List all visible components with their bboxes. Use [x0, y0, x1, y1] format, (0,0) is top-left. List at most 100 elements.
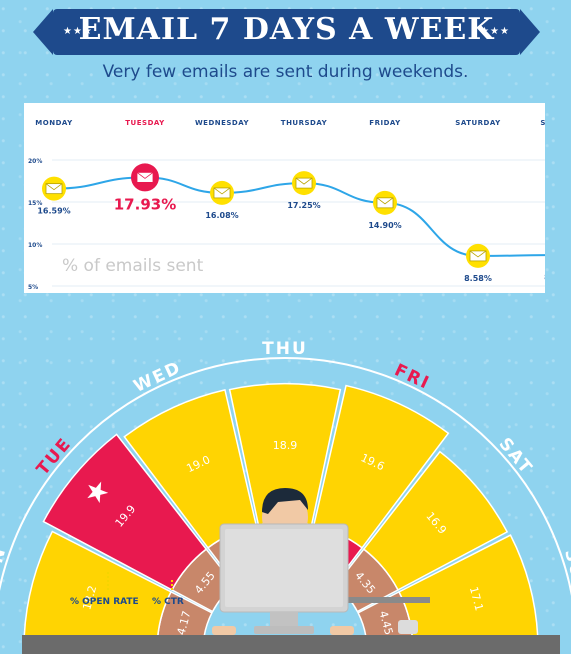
fan-day-label: WED	[131, 357, 185, 396]
page-title: EMAIL 7 DAYS A WEEK	[78, 12, 495, 47]
day-label: WEDNESDAY	[195, 119, 250, 127]
data-point: 8.68%	[544, 243, 571, 282]
fan-segment-sat: 4.35 16.9	[334, 450, 509, 613]
fan-day-label: TUE	[33, 434, 76, 480]
day-label: TUESDAY	[125, 119, 165, 127]
open-rate-value-label: 19.6	[359, 451, 387, 473]
envelope-flap	[136, 172, 154, 179]
monitor-stand	[270, 612, 298, 630]
day-label: FRIDAY	[369, 119, 401, 127]
open-rate-value-label: 19.0	[185, 453, 213, 475]
value-label: 8.68%	[544, 273, 545, 282]
star-icon: ★	[330, 541, 338, 551]
monitor-panel	[225, 529, 343, 607]
ctr-bar	[156, 590, 213, 647]
ctr-value-label: 4.45	[376, 609, 395, 636]
open-rate-bar	[228, 383, 342, 526]
fan-day-label: MON	[0, 545, 11, 600]
ctr-bar	[357, 590, 414, 647]
fan-segment-mon: 4.17 18.2	[23, 530, 213, 647]
ctr-value-label: 4.90	[315, 544, 343, 566]
fan-day-label: SUN	[560, 547, 571, 597]
data-point: 8.58%	[464, 243, 492, 283]
fan-segments: 4.17 18.2 4.55 19.9 ★ 4.53 19.0 4.66 18.9 4.90 19.…	[23, 383, 539, 647]
open-rate-value-label: 18.9	[273, 439, 298, 452]
open-rate-bar	[42, 433, 208, 591]
person-hand	[330, 626, 354, 635]
legend-ctr: % CTR	[152, 597, 184, 607]
title-banner: ★★★ ★★★ EMAIL 7 DAYS A WEEK	[33, 9, 540, 55]
open-rate-value-label: 18.2	[80, 584, 99, 611]
data-point: 14.90%	[368, 190, 402, 230]
line-chart-card: MONDAY TUESDAY WEDNESDAY THURSDAY FRIDAY SATU…	[24, 103, 571, 293]
ctr-value-label: 4.53	[227, 544, 255, 566]
data-point: 17.25%	[287, 171, 321, 210]
value-label: 8.58%	[464, 274, 492, 283]
envelope-flap	[295, 177, 313, 185]
ctr-bar	[206, 524, 268, 586]
star-row-icon: ★★★	[480, 26, 510, 37]
ctr-bar	[257, 521, 313, 571]
person-hand	[212, 626, 236, 635]
ctr-value-label: 4.66	[273, 539, 298, 552]
envelope-flap	[213, 187, 231, 195]
envelope-flap	[376, 197, 394, 205]
envelope-icon	[469, 250, 487, 262]
fan-segment-thu: 4.66 18.9	[228, 383, 342, 571]
day-label: SATURDAY	[455, 119, 501, 127]
ctr-value-label: 4.17	[175, 609, 194, 636]
axis-title: % of emails sent	[62, 256, 204, 276]
data-point: 16.08%	[205, 180, 239, 220]
value-label: 16.59%	[37, 207, 70, 216]
ctr-value-label: 4.55	[192, 569, 218, 596]
person-hair	[262, 488, 308, 514]
ctr-bar	[170, 548, 236, 613]
value-label: 14.90%	[368, 221, 401, 230]
open-rate-bar	[23, 530, 172, 645]
value-label: 17.25%	[287, 201, 320, 210]
envelope-flap	[45, 183, 63, 191]
data-point: 17.93%	[114, 163, 176, 213]
ctr-bar	[302, 524, 364, 586]
open-rate-bar	[312, 384, 450, 549]
desk-item	[300, 597, 430, 603]
fan-segment-fri: 4.90 19.6 ★	[302, 384, 450, 586]
value-label: 17.93%	[114, 195, 176, 213]
day-label: MONDAY	[35, 119, 73, 127]
person-face	[262, 491, 308, 543]
day-label: SUNDAY	[540, 119, 545, 127]
envelope-icon	[376, 197, 394, 209]
page-subtitle: Very few emails are sent during weekends…	[102, 62, 469, 82]
ctr-value-label: 4.35	[352, 569, 378, 596]
fan-segment-tue: 4.55 19.9★	[42, 433, 236, 613]
chart-legend: % OPEN RATE % CTR	[70, 572, 184, 607]
legend-open-rate: % OPEN RATE	[70, 597, 139, 607]
envelope-icon	[45, 183, 63, 195]
open-rate-value-label: 17.1	[467, 585, 486, 612]
fan-day-label: SAT	[495, 434, 537, 479]
fan-outline	[0, 357, 571, 597]
y-axis-ticks: 20% 15% 10% 5%	[28, 158, 42, 291]
person-at-computer-illustration	[22, 488, 560, 654]
fan-segment-sun: 4.45 17.1	[357, 534, 539, 647]
line-chart: MONDAY TUESDAY WEDNESDAY THURSDAY FRIDAY SATU…	[28, 119, 571, 291]
open-rate-bar	[123, 388, 258, 549]
fan-day-label: THU	[262, 339, 308, 359]
y-tick-label: 20%	[28, 158, 42, 165]
open-rate-value-label: 19.9	[113, 503, 139, 530]
star-row-icon: ★★★	[63, 26, 93, 37]
open-rate-bar	[362, 450, 509, 591]
person-shirt	[242, 550, 328, 590]
envelope-icon	[213, 187, 231, 199]
envelope-icon	[295, 177, 313, 189]
mouse-icon	[398, 620, 418, 634]
open-rate-bar	[398, 534, 539, 645]
envelope-icon	[136, 171, 154, 183]
fan-day-labels: MON TUE WED THU FRI SAT SUN	[0, 339, 571, 600]
monitor-back	[219, 523, 349, 613]
y-tick-label: 5%	[28, 284, 38, 291]
y-tick-label: 10%	[28, 242, 42, 249]
fan-segment-wed: 4.53 19.0	[123, 388, 268, 586]
envelope-flap	[469, 250, 487, 258]
